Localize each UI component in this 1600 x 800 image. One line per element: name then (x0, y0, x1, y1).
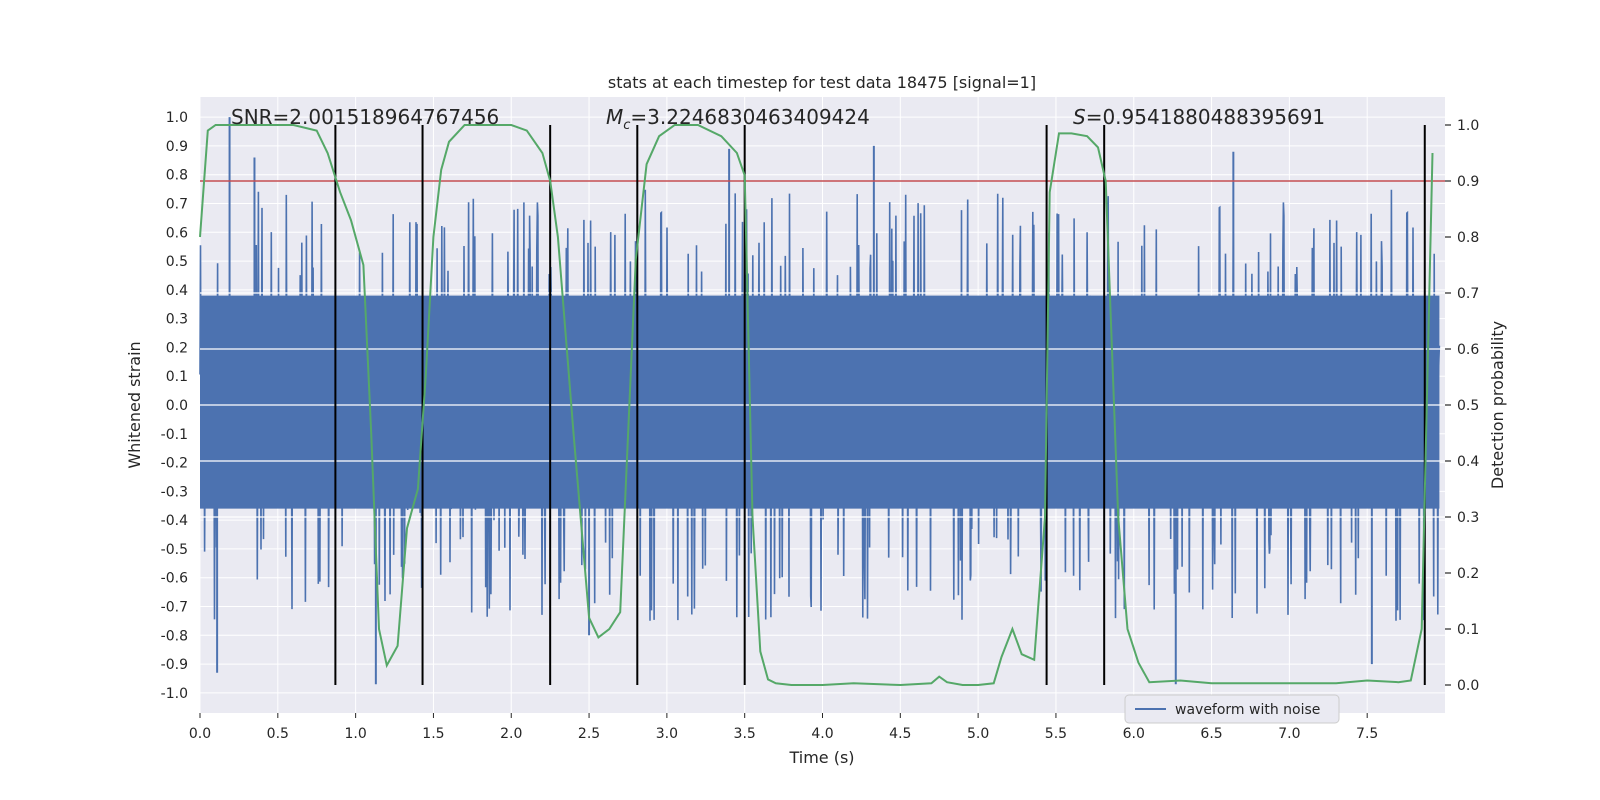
y-left-tick-label: 0.8 (166, 168, 188, 184)
y-right-axis-label: Detection probability (1488, 321, 1507, 489)
waveform-core (200, 295, 1440, 509)
x-tick-label: 1.5 (422, 726, 444, 742)
y-right-tick-label: 0.3 (1457, 510, 1479, 526)
s-value: =0.9541880488395691 (1086, 105, 1325, 129)
y-left-tick-label: -0.3 (161, 484, 188, 500)
legend-box (1124, 694, 1340, 724)
probability-line (199, 124, 1434, 687)
x-tick-label: 3.0 (656, 726, 678, 742)
y-left-tick-label: 0.1 (166, 369, 188, 385)
y-left-tick-label: -0.9 (161, 657, 188, 673)
x-tick-label: 4.5 (889, 726, 911, 742)
y-left-tick-labels: -1.0 -0.9 -0.8 -0.7 -0.6 -0.5 -0.4 -0.3 -0.2 -0.1… (161, 110, 188, 702)
y-left-tick-label: 0.7 (166, 197, 188, 213)
y-left-tick-label: 0.3 (166, 312, 188, 328)
y-left-tick-label: -1.0 (161, 686, 188, 702)
x-axis-label: Time (s) (788, 748, 854, 767)
y-left-tick-label: -0.6 (161, 571, 188, 587)
snr-annotation: SNR=2.001518964767456 (231, 105, 499, 129)
y-right-tick-label: 0.8 (1457, 230, 1479, 246)
s-annotation: S=0.9541880488395691 (1073, 105, 1325, 129)
x-tick-label: 7.0 (1278, 726, 1300, 742)
x-tick-label: 7.5 (1356, 726, 1378, 742)
s-symbol: S (1073, 105, 1086, 129)
y-right-tick-label: 0.0 (1457, 678, 1479, 694)
y-left-tick-label: -0.4 (161, 513, 188, 529)
y-right-tick-label: 0.6 (1457, 342, 1479, 358)
y-left-tick-label: -0.8 (161, 628, 188, 644)
y-left-axis-label: Whitened strain (125, 341, 144, 468)
y-right-tick-label: 0.4 (1457, 454, 1479, 470)
y-left-tick-label: 1.0 (166, 110, 188, 126)
y-left-tick-label: 0.9 (166, 139, 188, 155)
legend: waveform with noise (1124, 694, 1340, 724)
x-tick-label: 2.5 (578, 726, 600, 742)
x-tick-label: 4.0 (811, 726, 833, 742)
y-right-tick-labels: 0.0 0.1 0.2 0.3 0.4 0.5 0.6 0.7 0.8 0.9 1.0 (1445, 118, 1479, 694)
y-left-tick-label: 0.4 (166, 283, 188, 299)
x-tick-label: 0.5 (267, 726, 289, 742)
mc-value: =3.2246830463409424 (630, 105, 869, 129)
x-tick-label: 6.5 (1200, 726, 1222, 742)
y-left-tick-label: 0.0 (166, 398, 188, 414)
x-tick-label: 2.0 (500, 726, 522, 742)
chart-title: stats at each timestep for test data 184… (608, 73, 1036, 92)
waveform-series (199, 117, 1445, 685)
y-right-tick-label: 0.7 (1457, 286, 1479, 302)
y-right-tick-label: 0.1 (1457, 622, 1479, 638)
mc-subscript: c (623, 118, 630, 133)
y-left-tick-label: 0.2 (166, 340, 188, 356)
y-right-tick-label: 0.5 (1457, 398, 1479, 414)
x-tick-label: 6.0 (1123, 726, 1145, 742)
y-left-tick-label: -0.1 (161, 427, 188, 443)
y-left-tick-label: -0.5 (161, 542, 188, 558)
legend-label: waveform with noise (1175, 702, 1320, 718)
x-tick-label: 5.0 (967, 726, 989, 742)
x-tick-label: 5.5 (1045, 726, 1067, 742)
mc-symbol: M (606, 105, 623, 129)
chirp-mass-annotation: Mc=3.2246830463409424 (606, 105, 870, 133)
probability-series (199, 124, 1434, 687)
x-tick-label: 0.0 (189, 726, 211, 742)
x-tick-label: 1.0 (344, 726, 366, 742)
y-right-tick-label: 0.2 (1457, 566, 1479, 582)
y-left-tick-label: -0.2 (161, 456, 188, 472)
x-tick-label: 3.5 (734, 726, 756, 742)
y-left-tick-label: -0.7 (161, 599, 188, 615)
y-left-tick-label: 0.5 (166, 254, 188, 270)
x-tick-labels: 0.0 0.5 1.0 1.5 2.0 2.5 3.0 3.5 4.0 4.5 5.0 5.5 6.0 6… (189, 713, 1378, 742)
y-left-tick-label: 0.6 (166, 225, 188, 241)
y-right-tick-label: 1.0 (1457, 118, 1479, 134)
y-right-tick-label: 0.9 (1457, 174, 1479, 190)
